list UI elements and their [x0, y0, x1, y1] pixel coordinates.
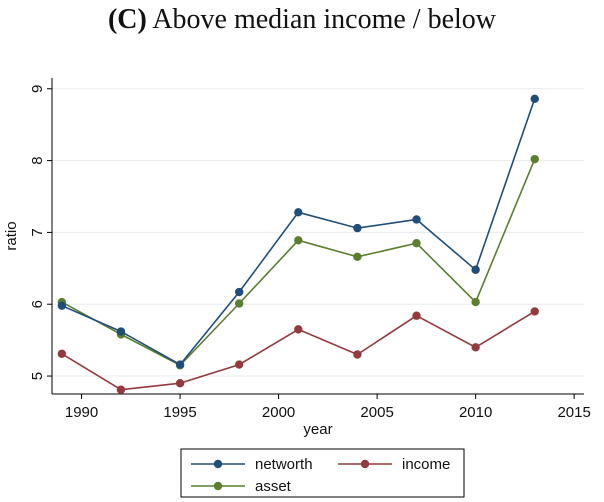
x-tick-label: 1990 [65, 404, 98, 421]
legend-label: asset [255, 478, 292, 495]
data-point-asset [353, 252, 362, 262]
series-line-networth [61, 98, 536, 366]
data-point-networth [294, 208, 303, 217]
series-line-income [61, 310, 536, 391]
data-point-networth [353, 223, 362, 233]
data-point-income [234, 360, 244, 369]
data-point-networth [116, 327, 126, 336]
y-tick-label: 6 [29, 300, 46, 308]
legend-label: income [402, 456, 450, 473]
data-point-networth [175, 360, 185, 369]
data-point-income [530, 307, 539, 316]
y-tick-label: 8 [29, 156, 46, 164]
data-point-asset [471, 297, 480, 307]
data-point-income [412, 311, 421, 320]
panel-label: (C) [107, 4, 147, 35]
data-point-networth [530, 94, 539, 104]
data-point-income [116, 385, 126, 394]
x-tick-label: 1995 [163, 404, 196, 421]
y-tick-label: 9 [29, 85, 46, 93]
data-point-income [353, 350, 362, 359]
data-point-asset [530, 154, 539, 164]
data-point-asset [412, 238, 421, 248]
x-tick-label: 2015 [557, 404, 590, 421]
x-tick-label: 2000 [262, 404, 295, 421]
data-point-networth [234, 287, 244, 297]
legend: networth income asset [180, 448, 465, 498]
data-point-networth [471, 265, 480, 274]
y-tick-label: 5 [29, 372, 46, 380]
data-point-networth [57, 301, 67, 310]
gridlines [52, 88, 584, 377]
ticks: 5 6 7 8 9 1990 1995 2000 2005 2010 2015 [29, 85, 591, 421]
x-tick-label: 2005 [360, 404, 393, 421]
x-axis-title: year [303, 421, 332, 438]
legend-swatch-marker [213, 459, 223, 469]
legend-swatch-marker [213, 481, 223, 491]
axes [51, 78, 584, 395]
y-tick-label: 7 [29, 228, 46, 236]
data-point-income [57, 349, 67, 358]
series-group [57, 94, 539, 394]
data-point-income [471, 343, 480, 352]
title-text: Above median income / below [152, 4, 497, 35]
data-point-asset [294, 236, 303, 245]
data-point-income [294, 325, 303, 334]
data-point-income [175, 379, 185, 388]
y-axis-title: ratio [3, 221, 20, 250]
legend-swatch-marker [360, 459, 370, 469]
data-point-asset [234, 299, 244, 308]
chart-title: (C) Above median income / below [0, 4, 604, 36]
series-line-asset [61, 158, 536, 367]
legend-box [180, 448, 465, 498]
data-point-networth [412, 215, 421, 224]
legend-label: networth [255, 456, 313, 473]
x-tick-label: 2010 [459, 404, 492, 421]
